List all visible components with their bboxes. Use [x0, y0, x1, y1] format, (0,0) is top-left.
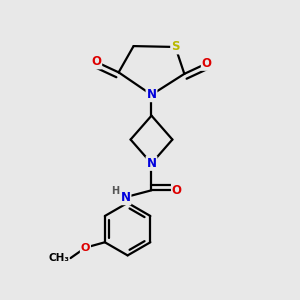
Text: N: N [146, 157, 157, 170]
Text: O: O [81, 243, 90, 253]
Text: CH₃: CH₃ [48, 253, 69, 263]
Text: O: O [202, 57, 212, 70]
Text: N: N [121, 191, 130, 204]
Text: S: S [171, 40, 180, 53]
Text: N: N [146, 88, 157, 101]
Text: O: O [172, 184, 182, 197]
Text: H: H [112, 186, 120, 196]
Text: O: O [91, 56, 101, 68]
